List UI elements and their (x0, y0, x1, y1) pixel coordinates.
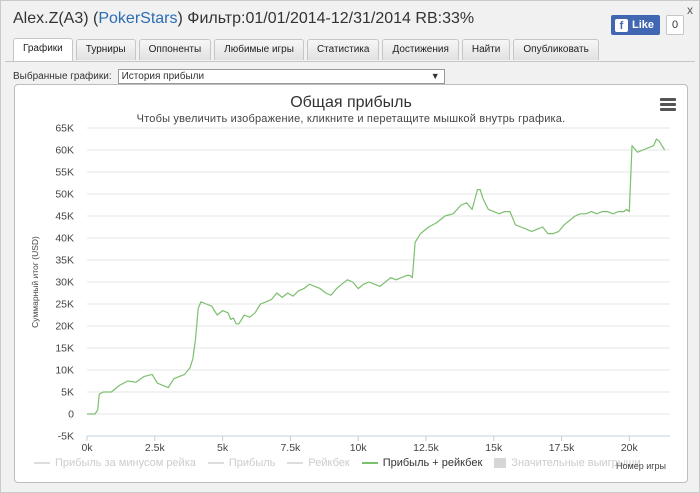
facebook-like-button[interactable]: f Like (611, 15, 661, 35)
y-tick-label: 0 (68, 409, 74, 421)
graph-select-label: Выбранные графики: (13, 71, 112, 82)
legend-label: Значительные выигрыши (511, 457, 641, 469)
like-label: Like (632, 19, 655, 31)
legend-item-3[interactable]: Прибыль + рейкбек (361, 457, 483, 469)
y-tick-label: 15K (55, 343, 74, 355)
tab-2[interactable]: Оппоненты (138, 39, 212, 60)
site-paren-open: ( (88, 10, 99, 27)
site-paren-close: ) (177, 10, 183, 27)
tab-7[interactable]: Опубликовать (513, 39, 599, 60)
legend-label: Прибыль + рейкбек (382, 457, 483, 469)
graph-select-dropdown[interactable]: История прибыли ▼ (117, 69, 445, 84)
chart-subtitle: Чтобы увеличить изображение, кликните и … (136, 113, 566, 125)
y-tick-label: 5K (61, 387, 74, 399)
y-tick-label: 65K (55, 123, 74, 135)
legend-swatch (361, 462, 378, 464)
x-tick-label: 15k (485, 442, 503, 454)
y-tick-label: 60K (55, 145, 74, 157)
legend-label: Прибыль за минусом рейка (55, 457, 196, 469)
player-name: Alex.Z(A3) (13, 10, 89, 27)
window-title: Alex.Z(A3) (PokerStars) Фильтр:01/01/201… (13, 10, 474, 28)
series-line-0 (87, 138, 666, 415)
tab-3[interactable]: Любимые игры (214, 39, 304, 60)
y-tick-label: 35K (55, 255, 74, 267)
x-axis-label: Номер игры (616, 461, 666, 471)
x-tick-label: 12.5k (413, 442, 439, 454)
x-tick-label: 17.5k (549, 442, 575, 454)
legend-label: Рейкбек (308, 457, 350, 469)
x-tick-label: 2.5k (145, 442, 166, 454)
x-tick-label: 0k (81, 442, 93, 454)
filter-text: Фильтр:01/01/2014-12/31/2014 RB:33% (182, 10, 475, 27)
chart-legend: Прибыль за минусом рейка Прибыль Рейкбек Пр… (34, 457, 653, 469)
site-link[interactable]: PokerStars (98, 10, 178, 27)
like-count: 0 (666, 15, 685, 35)
graph-select-value: История прибыли (121, 71, 205, 82)
x-tick-label: 20k (621, 442, 639, 454)
legend-swatch (207, 462, 224, 464)
facebook-like-widget: f Like 0 (611, 15, 685, 35)
legend-item-0[interactable]: Прибыль за минусом рейка (34, 457, 196, 469)
y-tick-label: 55K (55, 167, 74, 179)
legend-item-4[interactable]: Значительные выигрыши (494, 457, 641, 469)
y-tick-label: 30K (55, 277, 74, 289)
y-tick-label: 25K (55, 299, 74, 311)
tab-divider (5, 61, 695, 62)
chart-title: Общая прибыль (290, 94, 412, 111)
chart-panel[interactable]: Общая прибыль Чтобы увеличить изображени… (14, 84, 688, 483)
legend-swatch (287, 462, 304, 464)
legend-swatch (494, 458, 507, 468)
tab-bar: Графики Турниры Оппоненты Любимые игры Стати… (13, 38, 602, 61)
y-tick-label: -5K (58, 431, 74, 443)
graph-select-row: Выбранные графики: История прибыли ▼ (13, 69, 445, 84)
legend-item-1[interactable]: Прибыль (207, 457, 276, 469)
x-tick-label: 5k (217, 442, 229, 454)
y-tick-label: 45K (55, 211, 74, 223)
hamburger-menu-icon[interactable] (660, 98, 676, 111)
y-tick-label: 40K (55, 233, 74, 245)
legend-swatch (34, 462, 50, 464)
y-tick-label: 20K (55, 321, 74, 333)
tab-4[interactable]: Статистика (306, 39, 380, 60)
y-tick-label: 50K (55, 189, 74, 201)
tab-5[interactable]: Достижения (382, 39, 459, 60)
close-icon[interactable]: x (687, 3, 693, 17)
y-axis-label: Суммарный итог (USD) (30, 236, 40, 328)
y-tick-label: 10K (55, 365, 74, 377)
legend-label: Прибыль (228, 457, 276, 469)
profit-line-chart[interactable]: 65K 60K 55K 50K 45K 40K 35K 30K 25K 20K 15K 10K 5K 0 -… (15, 85, 687, 482)
facebook-icon: f (615, 18, 628, 32)
tab-6[interactable]: Найти (461, 39, 511, 60)
legend-item-2[interactable]: Рейкбек (287, 457, 350, 469)
tab-0[interactable]: Графики (13, 38, 73, 61)
x-tick-label: 10k (350, 442, 368, 454)
x-tick-label: 7.5k (280, 442, 301, 454)
tab-1[interactable]: Турниры (75, 39, 136, 60)
chevron-down-icon: ▼ (430, 71, 440, 81)
